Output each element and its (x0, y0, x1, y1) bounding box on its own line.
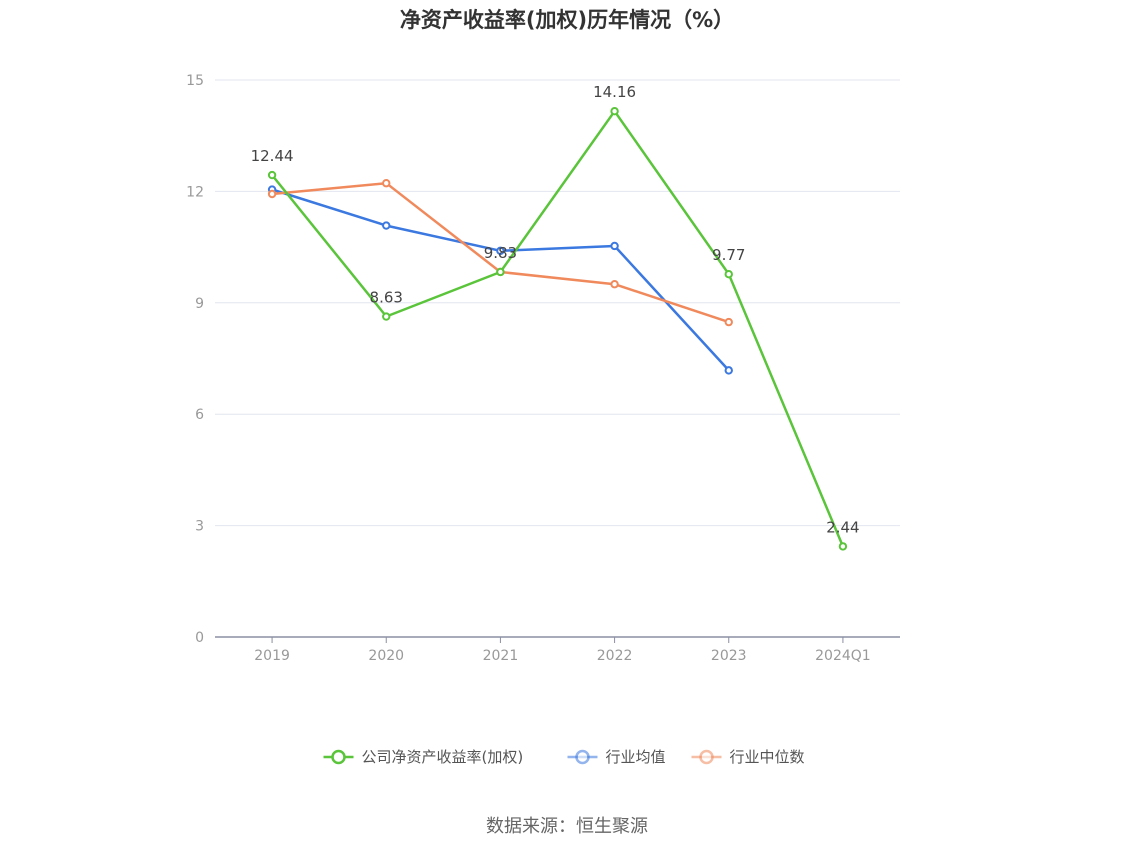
y-tick-label: 6 (195, 407, 204, 423)
legend-item: 公司净资产收益率(加权) (323, 748, 524, 766)
x-tick-label: 2024Q1 (815, 648, 871, 664)
legend-item: 行业均值 (567, 748, 666, 766)
x-tick-label: 2022 (597, 648, 633, 664)
legend-label: 公司净资产收益率(加权) (362, 748, 524, 766)
data-point (267, 189, 277, 199)
data-point (610, 106, 619, 116)
legend-marker (331, 749, 346, 765)
data-label: 14.16 (593, 83, 636, 101)
x-tick-label: 2020 (368, 648, 404, 664)
x-tick-label: 2021 (483, 648, 519, 664)
data-point (382, 179, 391, 188)
y-tick-label: 15 (186, 73, 204, 89)
data-label: 9.83 (484, 244, 517, 262)
series-line (271, 109, 845, 547)
data-point (496, 246, 505, 256)
y-tick-label: 9 (195, 296, 204, 312)
data-point (724, 270, 733, 279)
data-label: 12.44 (251, 147, 294, 165)
data-point (496, 267, 505, 277)
x-tick-label: 2023 (711, 648, 747, 664)
data-point (724, 317, 733, 327)
data-point (838, 542, 848, 551)
data-point (267, 170, 277, 180)
y-tick-label: 3 (195, 519, 204, 535)
x-tick-label: 2019 (254, 648, 290, 664)
y-tick-label: 12 (186, 184, 204, 200)
data-point (610, 241, 619, 251)
chart-title: 净资产收益率(加权)历年情况（%） (399, 8, 735, 32)
data-label: 2.44 (826, 518, 859, 536)
y-tick-label: 0 (195, 630, 204, 646)
data-label: 9.77 (712, 246, 745, 264)
legend-label: 行业均值 (606, 748, 666, 766)
data-point (610, 280, 619, 289)
data-point (382, 312, 391, 321)
legend-marker (699, 749, 714, 765)
legend-item: 行业中位数 (691, 748, 805, 766)
data-point (724, 366, 733, 375)
source-note: 数据来源：恒生聚源 (486, 816, 648, 837)
data-label: 8.63 (370, 289, 403, 307)
legend-label: 行业中位数 (730, 748, 805, 766)
series-line (271, 188, 730, 372)
legend-marker (575, 749, 590, 765)
data-point (382, 221, 391, 230)
